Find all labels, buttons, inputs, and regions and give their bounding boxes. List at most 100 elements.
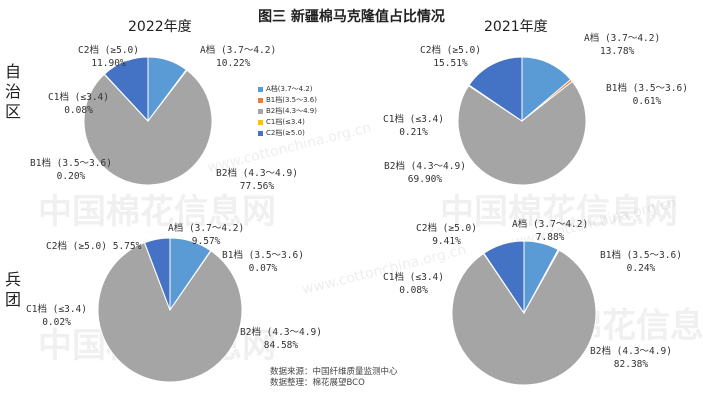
legend-item-a: A档(3.7～4.2) (258, 84, 317, 95)
legend-item-c2: C2档(≥5.0) (258, 128, 317, 139)
row-label-char: 团 (5, 290, 22, 309)
slice-label-a: A档 (3.7～4.2) 7.88% (512, 218, 588, 244)
slice-value: 11.90% (91, 58, 126, 69)
slice-label-b2: B2档 (4.3～4.9) 82.38% (590, 345, 672, 371)
watermark-brand: 中国棉花信息网 (38, 192, 276, 232)
slice-category: A档 (3.7～4.2) (512, 219, 589, 230)
pie-slice-b2 (451, 249, 597, 386)
slice-category: A档 (3.7～4.2) (584, 33, 661, 44)
figure-title: 图三 新疆棉马克隆值占比情况 (258, 9, 445, 25)
pie-slice-a (521, 56, 572, 123)
slice-category: C1档 (≤3.4) (26, 304, 87, 315)
slice-label-b1: B1档 (3.5～3.6) 0.20% (30, 157, 112, 183)
pie-slice-c2 (483, 240, 525, 315)
slice-category: B2档 (4.3～4.9) (590, 346, 672, 357)
slice-label-b2: B2档 (4.3～4.9) 77.56% (216, 167, 298, 193)
slice-value: 0.07% (248, 263, 278, 274)
row-label-char: 自 (5, 62, 22, 81)
slice-value: 5.75% (112, 241, 142, 252)
slice-value: 0.02% (42, 317, 71, 328)
legend-swatch-c1 (258, 120, 263, 125)
slice-value: 10.22% (216, 58, 251, 69)
slice-value: 0.20% (56, 171, 86, 182)
legend-label-c2: C2档(≥5.0) (266, 129, 305, 137)
legend-item-c1: C1档(≤3.4) (258, 117, 317, 128)
slice-category: C2档 (≥5.0) (46, 241, 107, 252)
slice-value: 7.88% (535, 232, 565, 243)
slice-category: C1档 (≤3.4) (383, 272, 444, 283)
slice-label-c2: C2档 (≥5.0) 15.51% (420, 44, 481, 70)
legend-swatch-b2 (258, 109, 263, 114)
row-label-char: 兵 (5, 270, 22, 289)
pie-slice-c2 (143, 237, 171, 311)
slice-label-b2: B2档 (4.3～4.9) 84.58% (240, 326, 322, 352)
pie-slice-c2 (103, 56, 149, 123)
row-label-char: 区 (5, 102, 22, 121)
slice-label-c1: C1档 (≤3.4) 0.21% (383, 113, 444, 139)
row-label-char: 治 (5, 82, 22, 101)
slice-label-b1: B1档 (3.5～3.6) 0.61% (606, 82, 688, 108)
slice-label-c1: C1档 (≤3.4) 0.08% (383, 271, 444, 297)
slice-category: B1档 (3.5～3.6) (222, 250, 304, 261)
slice-value: 69.90% (407, 174, 443, 185)
slice-value: 0.21% (399, 127, 428, 138)
slice-label-c1: C1档 (≤3.4) 0.02% (26, 303, 87, 329)
slice-label-c1: C1档 (≤3.4) 0.08% (48, 91, 109, 117)
slice-category: B2档 (4.3～4.9) (240, 327, 322, 338)
slice-value: 0.24% (626, 263, 656, 274)
year-header-2022: 2022年度 (128, 19, 192, 35)
slice-label-b1: B1档 (3.5～3.6) 0.07% (222, 249, 304, 275)
legend-label-b2: B2档(4.3～4.9) (266, 107, 317, 115)
slice-category: B1档 (3.5～3.6) (30, 158, 112, 169)
slice-label-a: A档 (3.7～4.2) 9.57% (168, 222, 244, 248)
slice-value: 0.08% (399, 285, 428, 296)
slice-value: 0.61% (632, 96, 662, 107)
slice-category: B1档 (3.5～3.6) (600, 250, 682, 261)
watermark-brand: 中国棉花信息网 (440, 192, 678, 232)
slice-label-b1: B1档 (3.5～3.6) 0.24% (600, 249, 682, 275)
year-header-2021: 2021年度 (484, 19, 548, 35)
pie-slice-b2 (97, 242, 243, 383)
slice-label-a: A档 (3.7～4.2) 13.78% (584, 32, 660, 58)
slice-value: 77.56% (239, 181, 275, 192)
slice-value: 15.51% (433, 58, 468, 69)
slice-category: C1档 (≤3.4) (383, 114, 444, 125)
row-label-autonomous-region: 自治区 (5, 62, 23, 122)
slice-category: C1档 (≤3.4) (48, 92, 109, 103)
legend: A档(3.7～4.2) B1档(3.5～3.6) B2档(4.3～4.9) C1… (258, 84, 317, 139)
source-line-1: 数据来源：中国纤维质量监测中心 (270, 367, 398, 377)
legend-swatch-b1 (258, 98, 263, 103)
slice-label-a: A档 (3.7～4.2) 10.22% (200, 44, 276, 70)
source-line-2: 数据整理：棉花展望BCO (270, 378, 365, 388)
slice-value: 13.78% (600, 46, 635, 57)
legend-item-b1: B1档(3.5～3.6) (258, 95, 317, 106)
legend-swatch-a (258, 87, 263, 92)
slice-label-b2: B2档 (4.3～4.9) 69.90% (384, 160, 466, 186)
slice-label-c2: C2档 (≥5.0) 5.75% (46, 240, 141, 253)
slice-value: 9.41% (432, 236, 461, 247)
slice-category: C2档 (≥5.0) (78, 45, 139, 56)
slice-value: 9.57% (191, 236, 221, 247)
legend-label-a: A档(3.7～4.2) (266, 85, 313, 93)
slice-category: A档 (3.7～4.2) (200, 45, 277, 56)
source-note: 数据来源：中国纤维质量监测中心 数据整理：棉花展望BCO (270, 367, 398, 389)
legend-item-b2: B2档(4.3～4.9) (258, 106, 317, 117)
slice-category: A档 (3.7～4.2) (168, 223, 245, 234)
legend-label-b1: B1档(3.5～3.6) (266, 96, 317, 104)
slice-category: C2档 (≥5.0) (420, 45, 481, 56)
slice-value: 82.38% (613, 359, 649, 370)
slice-category: C2档 (≥5.0) (416, 223, 477, 234)
slice-category: B2档 (4.3～4.9) (384, 161, 466, 172)
pie-slice-c2 (468, 56, 523, 122)
legend-label-c1: C1档(≤3.4) (266, 118, 305, 126)
row-label-corps: 兵团 (5, 270, 23, 310)
slice-category: B1档 (3.5～3.6) (606, 83, 688, 94)
pie-slice-b2 (83, 69, 213, 186)
slice-value: 84.58% (263, 340, 299, 351)
slice-value: 0.08% (64, 105, 93, 116)
slice-label-c2: C2档 (≥5.0) 9.41% (416, 222, 477, 248)
